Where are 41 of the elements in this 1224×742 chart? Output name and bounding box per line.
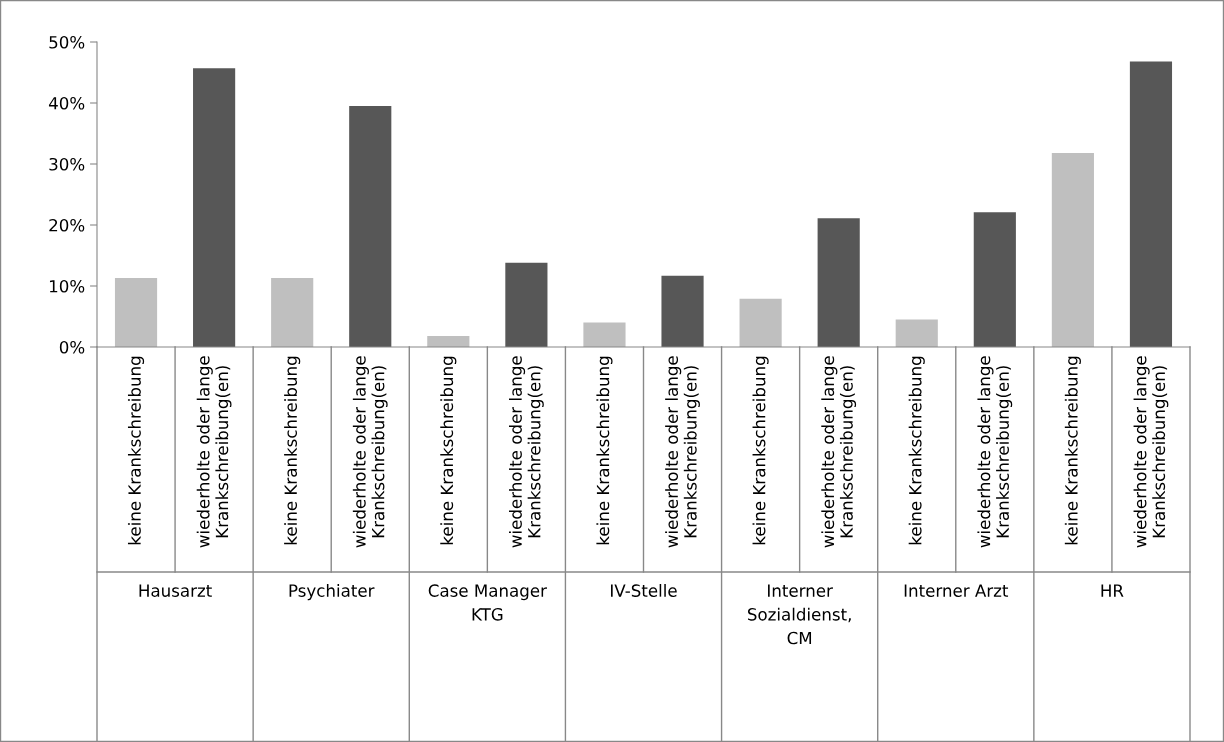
- y-tick-label: 40%: [48, 96, 85, 110]
- y-tick-label: 50%: [49, 35, 85, 49]
- bar: [1129, 61, 1173, 347]
- text: Hausarzt: [139, 584, 212, 597]
- x-tick-label: wiederholte oder lange Krankschreibung(en): [196, 356, 232, 548]
- x-tick-label: wiederholte oder lange Krankschreibung(en): [665, 356, 700, 548]
- text: HR: [1101, 584, 1124, 597]
- text: Interner Arzt: [904, 584, 1009, 597]
- bar: [1051, 153, 1094, 347]
- x-tick-label: wiederholte oder lange Krankschreibung(en): [352, 356, 388, 548]
- x-tick-label: wiederholte oder lange Krankschreibung(en): [977, 356, 1013, 548]
- x-tick-label: wiederholte oder lange Krankschreibung(en): [1133, 356, 1169, 548]
- text: IV-Stelle: [611, 584, 677, 597]
- text: Psychiater: [289, 584, 375, 601]
- x-tick-label: keine Krankschreibung: [752, 356, 769, 545]
- bar: [427, 336, 470, 347]
- x-tick-label: keine Krankschreibung: [908, 356, 925, 545]
- x-tick-label: keine Krankschreibung: [1064, 356, 1081, 545]
- x-tick-label: keine Krankschreibung: [596, 356, 613, 545]
- x-tick-label: wiederholte oder lange Krankschreibung(en): [509, 356, 544, 548]
- bar: [583, 322, 626, 347]
- bar: [739, 298, 782, 347]
- bar: [271, 278, 314, 347]
- bar: [505, 262, 548, 347]
- y-tick-label: 20%: [49, 218, 85, 232]
- y-tick-label: 30%: [49, 157, 85, 171]
- text: Case Manager KTG: [428, 584, 547, 621]
- x-tick-label: keine Krankschreibung: [127, 356, 145, 545]
- y-tick-label: 0%: [59, 340, 85, 354]
- x-tick-label: keine Krankschreibung: [284, 356, 301, 545]
- bar: [895, 319, 938, 347]
- bar: [817, 218, 860, 347]
- bar: [114, 278, 158, 347]
- x-tick-label: keine Krankschreibung: [440, 356, 457, 545]
- bar: [661, 275, 704, 347]
- bar: [193, 68, 236, 347]
- bar: [973, 212, 1016, 347]
- text: Interner Sozialdienst, CM: [747, 584, 851, 645]
- bar: [349, 106, 392, 347]
- x-tick-label: wiederholte oder lange Krankschreibung(en): [821, 356, 857, 548]
- y-tick-label: 10%: [49, 279, 85, 293]
